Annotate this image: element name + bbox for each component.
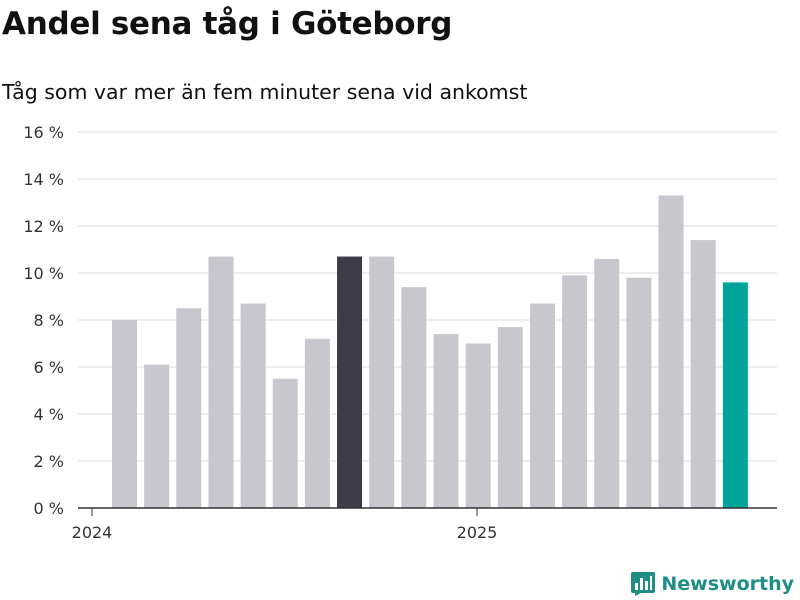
x-tick-label: 2024 [72,523,113,542]
bar-2025-06 [658,195,684,508]
bar-2024-06 [272,378,298,508]
y-tick-label: 4 % [34,405,64,424]
bar-2024-04 [208,256,234,508]
bar-2024-08 [337,256,363,508]
bar-chart: 0 % 2 % 4 % 6 % 8 % 10 % 12 % 14 % 16 % 2024 2025 [23,123,777,542]
bar-2024-03 [176,308,202,508]
y-tick-label: 6 % [34,358,64,377]
bar-2025-02 [529,303,555,508]
bar-2025-05 [626,277,652,508]
bar-2024-09 [369,256,395,508]
bar-2024-05 [240,303,266,508]
y-tick-label: 14 % [23,170,64,189]
bar-2025-08 [722,282,748,508]
y-tick-label: 0 % [34,499,64,518]
bar-2025-07 [690,240,716,508]
y-tick-label: 8 % [34,311,64,330]
brand-name: Newsworthy [661,573,794,595]
newsworthy-logo-icon [631,572,656,596]
bar-2024-12 [465,343,491,508]
bar-2024-02 [144,364,170,508]
x-tick-label: 2025 [457,523,498,542]
bar-2024-11 [433,334,459,508]
newsworthy-logo: Newsworthy [631,572,794,596]
bar-2025-04 [594,258,620,508]
chart-title: Andel sena tåg i Göteborg [2,6,453,42]
y-tick-label: 16 % [23,123,64,142]
bar-2024-01 [112,320,137,508]
bar-2025-01 [497,327,523,508]
bar-2024-10 [401,287,427,508]
bar-2024-07 [304,338,330,508]
y-tick-label: 12 % [23,217,64,236]
chart-subtitle: Tåg som var mer än fem minuter sena vid … [2,80,528,104]
y-tick-label: 2 % [34,452,64,471]
bar-2025-03 [562,275,588,508]
y-tick-label: 10 % [23,264,64,283]
